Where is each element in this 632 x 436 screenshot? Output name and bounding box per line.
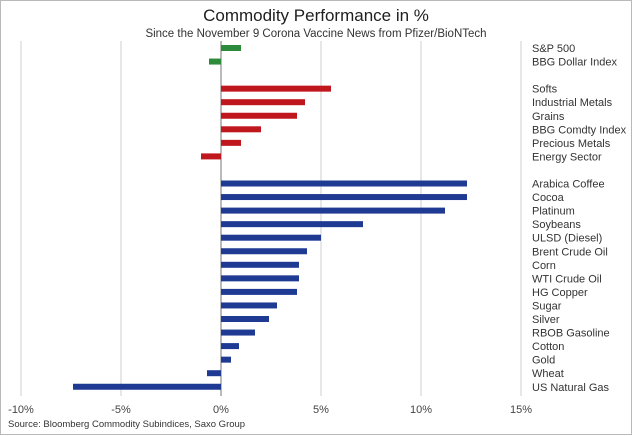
bar: [221, 85, 331, 92]
bar: [221, 356, 231, 363]
chart-title: Commodity Performance in %: [203, 6, 429, 25]
x-tick-label: -10%: [8, 404, 34, 416]
category-label: Silver: [532, 314, 560, 326]
category-label: S&P 500: [532, 43, 575, 55]
category-label: RBOB Gasoline: [532, 328, 610, 340]
category-label: WTI Crude Oil: [532, 273, 602, 285]
category-label: Softs: [532, 84, 558, 96]
bar: [207, 370, 221, 377]
category-label: Platinum: [532, 206, 575, 218]
category-label: BBG Dollar Index: [532, 57, 617, 69]
x-tick-label: 15%: [510, 404, 532, 416]
x-tick-label: 5%: [313, 404, 329, 416]
category-label: Energy Sector: [532, 151, 602, 163]
bar: [221, 261, 299, 268]
category-label: Sugar: [532, 300, 562, 312]
bar: [73, 383, 221, 390]
x-tick-label: -5%: [111, 404, 131, 416]
category-label: Corn: [532, 260, 556, 272]
bar: [221, 275, 299, 282]
category-label: Cocoa: [532, 192, 565, 204]
category-label: US Natural Gas: [532, 382, 610, 394]
x-tick-label: 10%: [410, 404, 432, 416]
bar: [221, 99, 305, 106]
bar: [221, 288, 297, 295]
bar: [221, 112, 297, 119]
category-label: Wheat: [532, 368, 564, 380]
category-label: Industrial Metals: [532, 97, 613, 109]
bar: [221, 126, 261, 133]
bar: [221, 329, 255, 336]
category-label: HG Copper: [532, 287, 588, 299]
category-label: Soybeans: [532, 219, 581, 231]
bar: [221, 343, 239, 350]
chart-subtitle: Since the November 9 Corona Vaccine News…: [145, 28, 487, 40]
category-label: Precious Metals: [532, 138, 611, 150]
source-note: Source: Bloomberg Commodity Subindices, …: [8, 419, 246, 430]
bar: [209, 58, 221, 65]
bar: [221, 45, 241, 51]
category-label: ULSD (Diesel): [532, 233, 602, 245]
category-label: Arabica Coffee: [532, 179, 605, 191]
category-label: BBG Comdty Index: [532, 124, 627, 136]
bar: [221, 221, 363, 228]
bar: [221, 302, 277, 309]
x-tick-label: 0%: [213, 404, 229, 416]
bar: [221, 234, 321, 241]
bar: [221, 207, 445, 214]
category-label: Cotton: [532, 341, 564, 353]
bar: [221, 316, 269, 322]
bar: [201, 153, 221, 160]
category-label: Brent Crude Oil: [532, 246, 608, 258]
bar: [221, 248, 307, 255]
category-label: Gold: [532, 355, 555, 367]
bar: [221, 139, 241, 146]
bar: [221, 180, 467, 187]
bar: [221, 194, 467, 201]
category-label: Grains: [532, 111, 565, 123]
